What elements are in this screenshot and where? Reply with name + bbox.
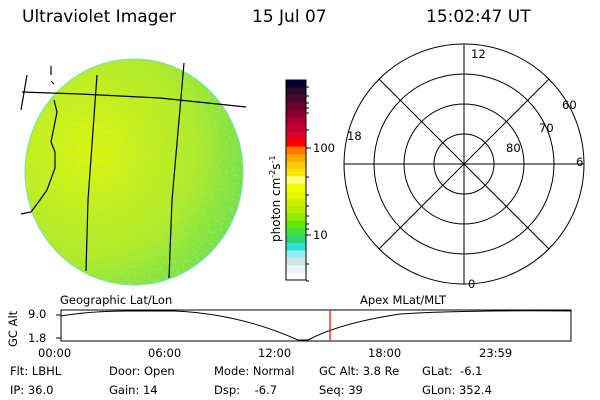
dsp-info: Dsp: -6.7 (214, 383, 278, 397)
apex-label: Apex MLat/MLT (360, 293, 447, 307)
colorbar-band (286, 124, 306, 133)
colorbar-border (285, 79, 307, 281)
colorbar-label: photon cm-2s-1 (268, 155, 283, 242)
colorbar-band (286, 109, 306, 118)
seq-info: Seq: 39 (319, 383, 363, 397)
colorbar-band (286, 265, 306, 274)
colorbar-band (286, 198, 306, 207)
timeline-chart (56, 309, 572, 342)
lat-lon-grid (20, 62, 247, 279)
colorbar-band (286, 131, 306, 140)
colorbar-band (286, 80, 306, 88)
colorbar-band (286, 250, 306, 259)
colorbar-band (286, 87, 306, 96)
filter-info: Flt: LBHL (10, 364, 62, 378)
colorbar-band (286, 94, 306, 103)
x-tick: 23:59 (479, 346, 513, 360)
colorbar (285, 79, 311, 282)
glon-info: GLon: 352.4 (422, 383, 492, 397)
colorbar-band (286, 102, 306, 111)
x-tick: 12:00 (258, 346, 292, 360)
x-tick: 18:00 (368, 346, 402, 360)
mode-info: Mode: Normal (214, 364, 295, 378)
colorbar-band (286, 235, 306, 244)
colorbar-band (286, 205, 306, 214)
colorbar-band (286, 213, 306, 222)
lat-label-60: 60 (562, 98, 577, 112)
colorbar-band (286, 272, 306, 281)
colorbar-band (286, 257, 306, 266)
colorbar-band (286, 191, 306, 200)
time-label: 15:02:47 UT (426, 7, 531, 27)
mlt-label-6: 6 (576, 155, 584, 169)
colorbar-band (286, 154, 306, 162)
colorbar-tick-10: 10 (313, 228, 328, 242)
colorbar-band (286, 183, 306, 192)
colorbar-band (286, 228, 306, 237)
polar-grid (343, 43, 585, 285)
gain-info: Gain: 14 (109, 383, 158, 397)
instrument-title: Ultraviolet Imager (22, 7, 176, 27)
colorbar-band (286, 161, 306, 170)
glat-info: GLat: -6.1 (422, 364, 483, 378)
mlt-label-0: 0 (468, 277, 476, 291)
colorbar-tick-100: 100 (313, 141, 335, 155)
colorbar-band (286, 168, 306, 177)
colorbar-band (286, 176, 306, 185)
mlt-label-18: 18 (347, 129, 362, 143)
earth-image (20, 58, 247, 286)
y-tick-1-8: 1.8 (28, 331, 47, 345)
colorbar-band (286, 117, 306, 125)
colorbar-band (286, 146, 306, 155)
colorbar-band (286, 139, 306, 148)
colorbar-band (286, 242, 306, 251)
door-info: Door: Open (109, 364, 175, 378)
y-axis-label: GC Alt (6, 310, 20, 347)
colorbar-band (286, 220, 306, 229)
gc-alt-info: GC Alt: 3.8 Re (319, 364, 400, 378)
ip-info: IP: 36.0 (10, 383, 54, 397)
geographic-label: Geographic Lat/Lon (60, 293, 173, 307)
x-tick: 00:00 (38, 346, 72, 360)
x-tick: 06:00 (148, 346, 182, 360)
date-label: 15 Jul 07 (252, 7, 327, 27)
y-tick-9: 9.0 (28, 307, 47, 321)
lat-label-80: 80 (506, 141, 521, 155)
lat-label-70: 70 (539, 121, 554, 135)
mlt-label-12: 12 (471, 47, 486, 61)
